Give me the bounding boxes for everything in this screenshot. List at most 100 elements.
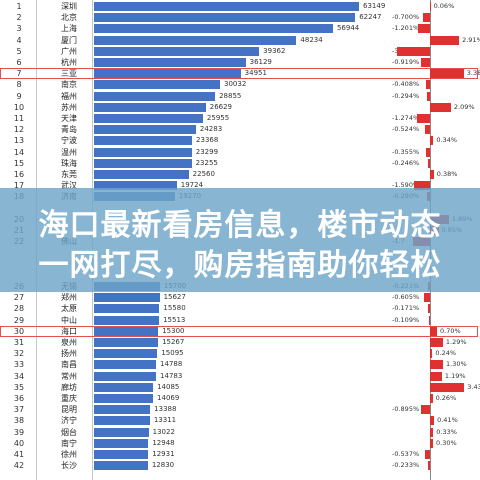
change-bar	[428, 304, 430, 314]
price-bar	[94, 158, 192, 168]
price-value: 23255	[195, 158, 218, 167]
headline-banner[interactable]: 海口最新看房信息，楼市动态 一网打尽，购房指南助你轻松	[0, 188, 480, 292]
price-value: 25955	[206, 114, 230, 122]
table-row: 39 烟台 13022 0.33%	[0, 427, 480, 438]
table-row: 31 泉州 15267 1.29%	[0, 337, 480, 348]
table-row: 1 深圳 63149 0.06%	[0, 1, 480, 12]
change-label: -0.408%	[392, 80, 420, 89]
change-label: -0.246%	[392, 158, 420, 167]
change-label: -0.895%	[392, 405, 420, 414]
headline-line-2: 一网打尽，购房指南助你轻松	[38, 248, 442, 283]
price-bar	[94, 315, 160, 325]
rank-label: 30	[13, 326, 25, 336]
price-value: 23368	[196, 136, 219, 145]
price-bar	[94, 58, 246, 67]
price-bar	[94, 114, 203, 123]
city-label: 宁波	[61, 136, 77, 146]
rank-label: 35	[13, 382, 25, 392]
change-percent: 1.19%	[444, 371, 466, 380]
price-bar	[94, 371, 157, 381]
city-label: 太原	[61, 304, 77, 314]
table-row: 42 长沙 12830 -0.233%	[0, 460, 480, 471]
rank-label: 34	[13, 371, 25, 381]
change-bar	[427, 91, 430, 101]
price-value: 14783	[160, 371, 183, 380]
table-row: 29 中山 15513 -0.109%	[0, 315, 480, 326]
price-value: 14788	[160, 360, 183, 369]
change-bar	[428, 315, 430, 325]
highlight-row	[0, 68, 478, 80]
rank-label: 13	[13, 136, 25, 146]
price-value: 12931	[152, 450, 175, 458]
city-label: 杭州	[61, 58, 77, 67]
change-bar	[424, 450, 430, 459]
change-label: -0.171%	[392, 304, 420, 313]
city-label: 南宁	[61, 438, 77, 448]
price-value: 63149	[363, 2, 386, 10]
price-value: 56944	[336, 24, 360, 33]
city-label: 天津	[61, 114, 77, 123]
change-percent: 2.91%	[462, 35, 480, 44]
rank-label: 15	[13, 158, 25, 168]
change-bar	[420, 58, 430, 67]
price-bar	[94, 170, 189, 179]
price-bar	[94, 382, 154, 392]
rank-label: 17	[13, 181, 25, 191]
rank-label: 42	[13, 461, 25, 471]
city-label: 海口	[61, 326, 77, 336]
price-value: 13022	[152, 427, 175, 436]
rank-label: 39	[13, 427, 25, 437]
price-value: 15095	[161, 349, 184, 358]
change-bar	[417, 24, 430, 34]
price-bar	[94, 181, 177, 191]
city-label: 长沙	[61, 461, 77, 471]
price-bar	[94, 136, 193, 146]
price-value: 24283	[199, 125, 223, 134]
change-label: -0.524%	[392, 125, 420, 134]
price-bar	[94, 461, 148, 471]
table-row: 40 南宁 12948 0.30%	[0, 438, 480, 449]
price-value: 39362	[263, 46, 286, 55]
city-label: 深圳	[61, 2, 77, 11]
change-percent: 0.41%	[437, 416, 458, 425]
price-value: 19724	[180, 181, 204, 190]
change-bar	[397, 46, 430, 56]
price-bar	[94, 80, 221, 90]
table-row: 37 昆明 13388 -0.895%	[0, 404, 480, 415]
price-bar	[94, 326, 159, 336]
table-row: 13 宁波 23368 0.34%	[0, 135, 480, 146]
table-row: 27 郑州 15627 -0.605%	[0, 292, 480, 303]
price-value: 12948	[152, 438, 175, 447]
rank-label: 6	[16, 58, 22, 67]
city-label: 昆明	[61, 405, 77, 415]
change-bar	[430, 338, 443, 347]
change-label: -0.537%	[392, 450, 420, 458]
change-percent: 0.38%	[436, 170, 458, 178]
city-label: 重庆	[61, 394, 77, 403]
change-bar	[430, 102, 451, 112]
table-row: 16 东莞 22560 0.38%	[0, 169, 480, 180]
rank-label: 31	[13, 338, 25, 347]
price-bar	[94, 102, 206, 112]
change-bar	[417, 114, 430, 123]
price-bar	[94, 394, 154, 403]
change-bar	[425, 80, 430, 90]
city-label: 徐州	[61, 450, 77, 459]
rank-label: 9	[16, 91, 22, 101]
rank-label: 4	[16, 35, 22, 45]
table-row: 33 南昌 14788 1.30%	[0, 359, 480, 370]
table-row: 6 杭州 36129 -0.919%	[0, 57, 480, 68]
change-label: -1.590%	[392, 181, 420, 190]
price-bar	[94, 349, 158, 359]
price-bar	[94, 416, 150, 426]
city-label: 东莞	[61, 170, 77, 179]
change-percent: 0.30%	[436, 438, 457, 447]
rank-label: 12	[13, 125, 25, 135]
table-row: 2 北京 62247 -0.700%	[0, 12, 480, 23]
change-bar	[430, 69, 464, 79]
city-label: 广州	[61, 46, 77, 56]
price-value: 15580	[163, 304, 186, 313]
change-bar	[430, 2, 431, 11]
city-label: 烟台	[61, 427, 77, 437]
price-bar	[94, 69, 241, 79]
